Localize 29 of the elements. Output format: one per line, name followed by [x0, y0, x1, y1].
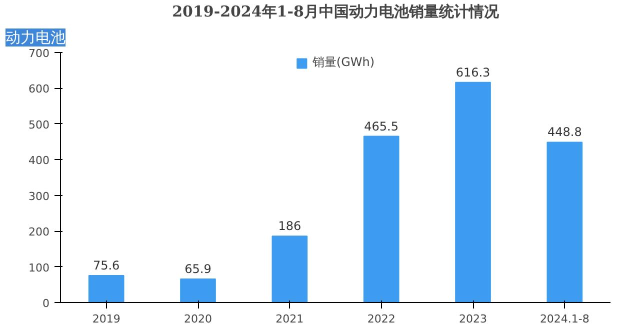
y-tick-label: 700 [28, 47, 50, 60]
x-tick-label: 2024.1-8 [540, 312, 590, 326]
data-label: 186 [278, 219, 302, 234]
y-tick-label: 400 [28, 154, 50, 168]
x-tick-label: 2020 [184, 312, 212, 326]
text: 动力电池 [6, 28, 66, 46]
data-label: 75.6 [92, 258, 120, 272]
bar [546, 142, 583, 302]
y-tick-label: 500 [28, 118, 50, 132]
y-tick-label: 100 [28, 261, 50, 274]
x-tick-label: 2023 [459, 312, 488, 326]
data-label: 465.5 [364, 119, 399, 134]
x-tick-label: 2019 [92, 312, 120, 326]
x-tick-label: 2021 [276, 312, 304, 326]
bar [272, 236, 308, 302]
bar [88, 275, 124, 302]
bar [363, 136, 400, 302]
x-tick-label: 2022 [367, 312, 396, 326]
bar [455, 82, 491, 302]
data-label: 616.3 [456, 65, 490, 80]
y-tick-label: 200 [28, 226, 50, 239]
data-label: 65.9 [184, 262, 212, 276]
y-tick-label: 0 [42, 297, 50, 310]
chart-title: 2019-2024年1-8月中国动力电池销量统计情况 [172, 2, 500, 20]
data-label: 448.8 [547, 125, 582, 140]
y-tick-label: 300 [28, 190, 50, 203]
bar [180, 278, 216, 302]
y-tick-label: 600 [28, 82, 50, 96]
legend-label: 销量(GWh) [312, 54, 375, 71]
